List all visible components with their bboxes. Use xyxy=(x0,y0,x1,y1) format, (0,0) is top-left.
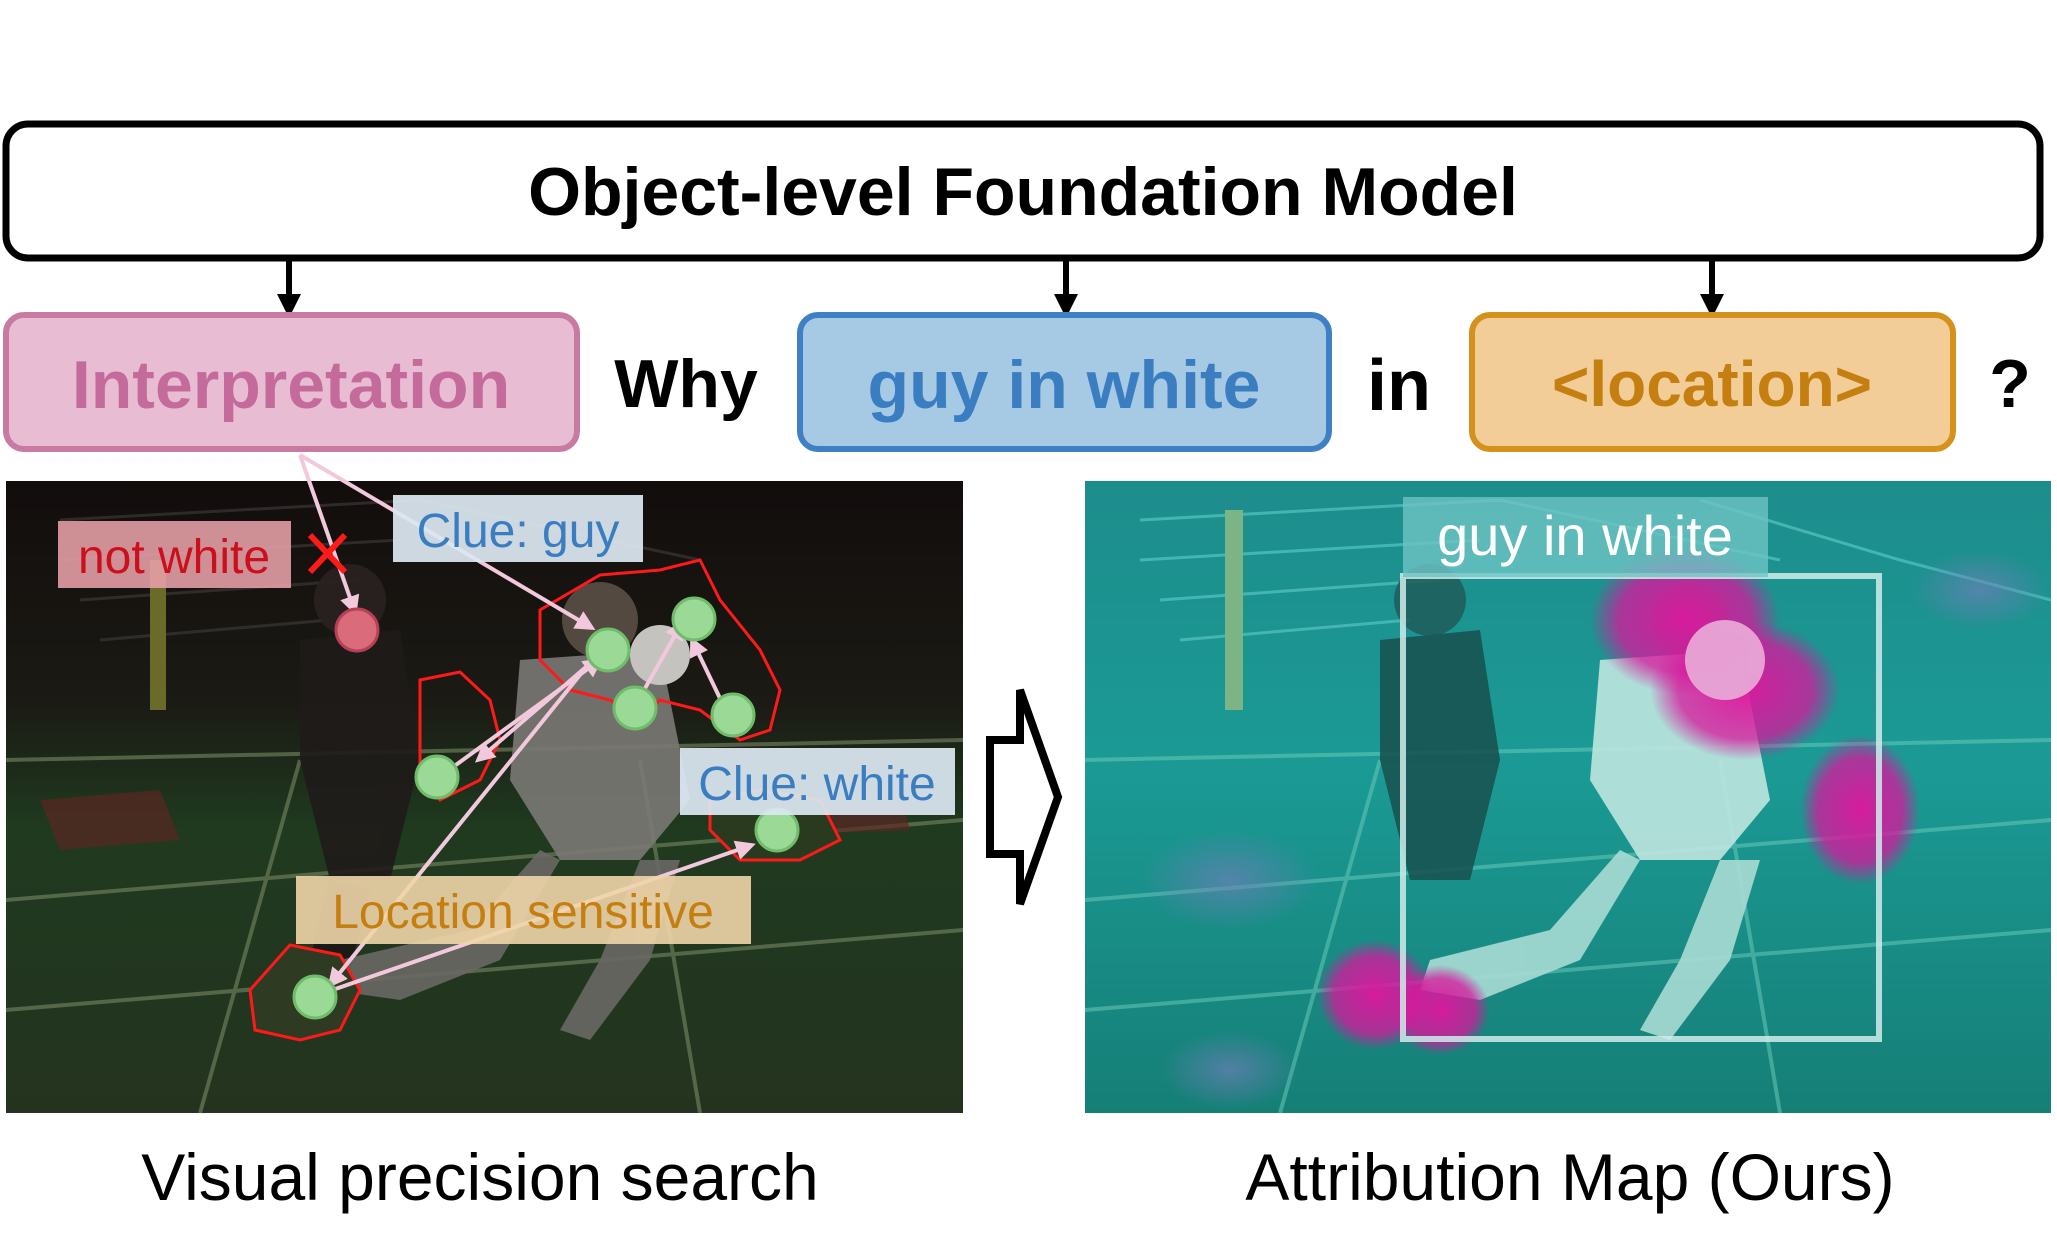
transition-arrow-icon xyxy=(986,688,1063,906)
label-clue-guy-text: Clue: guy xyxy=(417,505,620,558)
clue-dot xyxy=(612,685,658,731)
grounding-box-label-text: guy in white xyxy=(1437,504,1733,567)
label-location-sensitive: Location sensitive xyxy=(296,876,751,944)
label-clue-white-text: Clue: white xyxy=(698,758,935,811)
label-clue-white: Clue: white xyxy=(680,748,955,815)
foundation-model-box: Object-level Foundation Model xyxy=(2,120,2044,262)
clue-dot xyxy=(414,754,460,800)
region-outline-head xyxy=(538,558,782,742)
attribution-hotspot xyxy=(1390,965,1490,1055)
clue-dot xyxy=(754,807,800,853)
label-not-white: not white xyxy=(58,521,291,588)
location-box: <location> xyxy=(1469,312,1956,452)
attribution-hotspot xyxy=(1800,735,1920,885)
down-arrows xyxy=(277,258,1724,318)
field-lines xyxy=(1084,738,2052,1114)
grounding-box-label: guy in white xyxy=(1403,497,1768,577)
left-panel: not white Clue: guy Clue: white Location… xyxy=(5,453,964,1114)
subject-box: guy in white xyxy=(797,312,1332,452)
clue-dot xyxy=(585,627,631,673)
goal-post xyxy=(1225,510,1243,710)
attribution-warm xyxy=(1910,550,2050,630)
location-label: <location> xyxy=(1552,348,1872,420)
foundation-model-title: Object-level Foundation Model xyxy=(528,154,1518,230)
subject-label: guy in white xyxy=(868,347,1261,423)
goal-post xyxy=(150,560,166,710)
clue-dot xyxy=(671,596,717,642)
left-caption: Visual precision search xyxy=(141,1140,818,1214)
in-word: in xyxy=(1367,346,1431,426)
reject-cross-icon xyxy=(307,532,348,575)
field-markings-red xyxy=(40,790,910,850)
clue-dot xyxy=(292,974,338,1020)
right-caption: Attribution Map (Ours) xyxy=(1245,1140,1894,1214)
clue-dots xyxy=(292,596,800,1020)
attribution-warm xyxy=(1140,830,1320,930)
interpretation-box: Interpretation xyxy=(3,312,580,452)
why-word: Why xyxy=(614,346,758,422)
ball xyxy=(1685,620,1765,700)
right-panel: guy in white xyxy=(1084,481,2052,1114)
label-location-sensitive-text: Location sensitive xyxy=(332,886,714,939)
clue-dot xyxy=(710,692,756,738)
rejected-dot xyxy=(334,607,380,653)
interpretation-label: Interpretation xyxy=(72,347,510,423)
label-not-white-text: not white xyxy=(78,531,270,584)
attribution-warm xyxy=(1160,1030,1300,1110)
question-mark: ? xyxy=(1989,346,2031,422)
label-clue-guy: Clue: guy xyxy=(393,495,643,562)
player-dark xyxy=(1380,564,1500,880)
